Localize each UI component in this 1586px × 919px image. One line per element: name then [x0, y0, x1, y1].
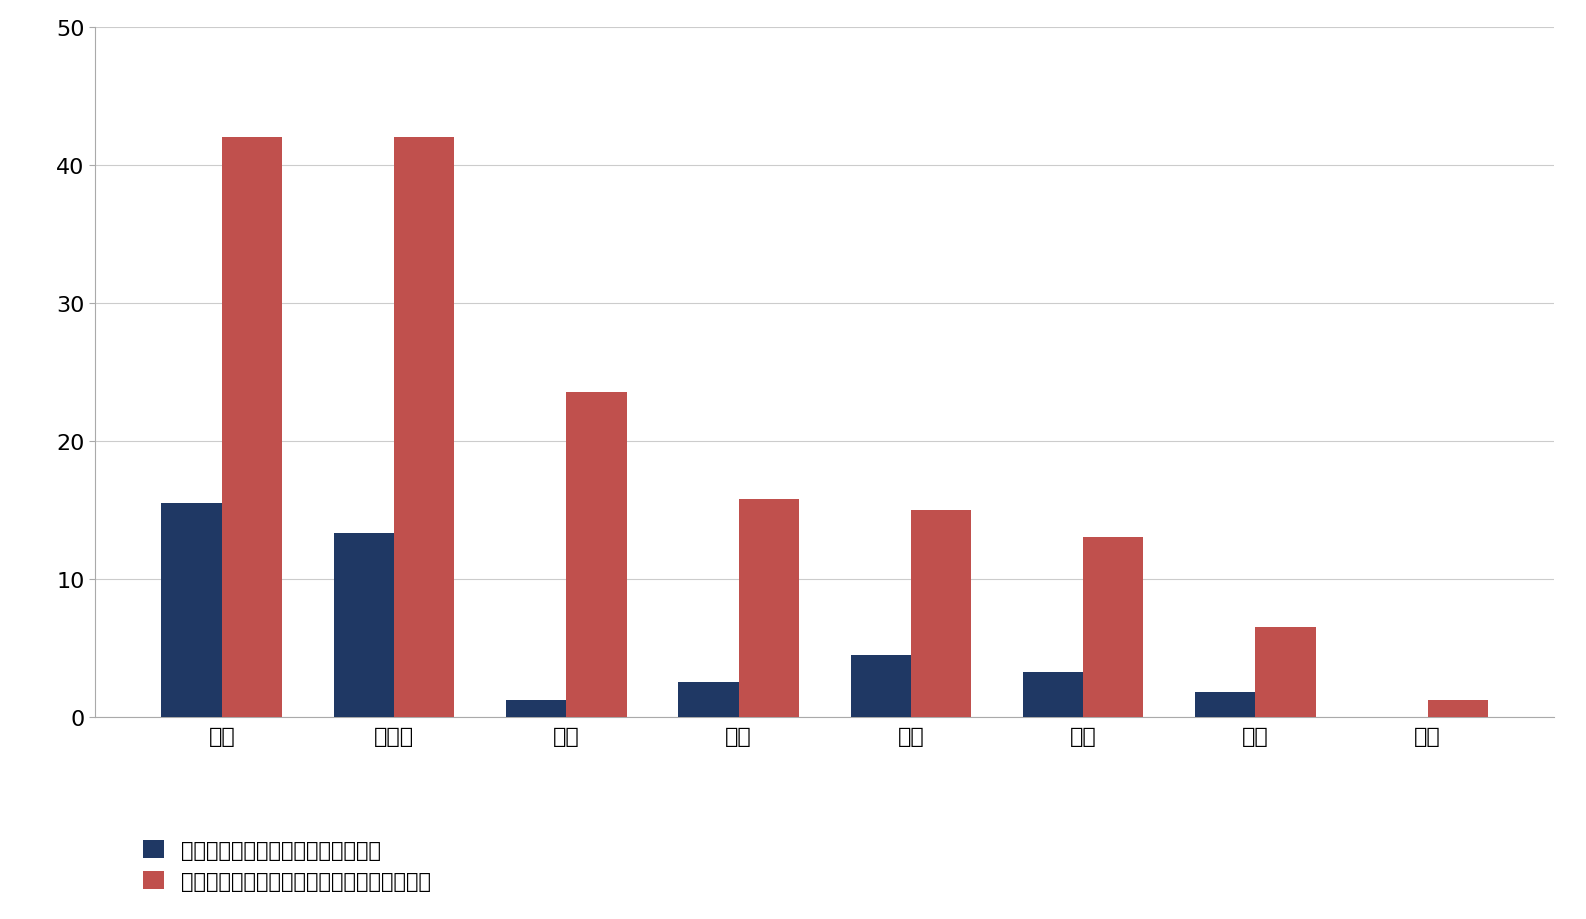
Bar [1196, 692, 1256, 717]
Bar [739, 499, 799, 717]
Legend: 人均体重管理类产品消费额（美元）, 肥胖人群人均体重管理类产品消费额（美元）: 人均体重管理类产品消费额（美元）, 肥胖人群人均体重管理类产品消费额（美元） [135, 832, 439, 900]
Bar [910, 510, 971, 717]
Bar [679, 682, 739, 717]
Bar [1083, 538, 1144, 717]
Bar [393, 138, 454, 717]
Bar [506, 700, 566, 717]
Bar [222, 138, 282, 717]
Bar [850, 654, 910, 717]
Bar [566, 393, 626, 717]
Bar [1427, 700, 1488, 717]
Bar [1256, 628, 1316, 717]
Bar [162, 504, 222, 717]
Bar [333, 533, 393, 717]
Bar [1023, 673, 1083, 717]
